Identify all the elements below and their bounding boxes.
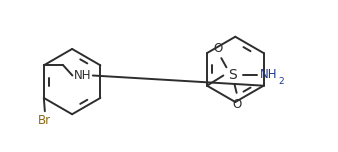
Text: 2: 2: [278, 77, 284, 86]
Text: Br: Br: [38, 114, 51, 127]
Text: NH: NH: [74, 69, 91, 82]
Text: O: O: [214, 42, 223, 55]
Text: O: O: [232, 98, 241, 111]
Text: S: S: [228, 69, 237, 83]
Text: NH: NH: [260, 68, 277, 81]
